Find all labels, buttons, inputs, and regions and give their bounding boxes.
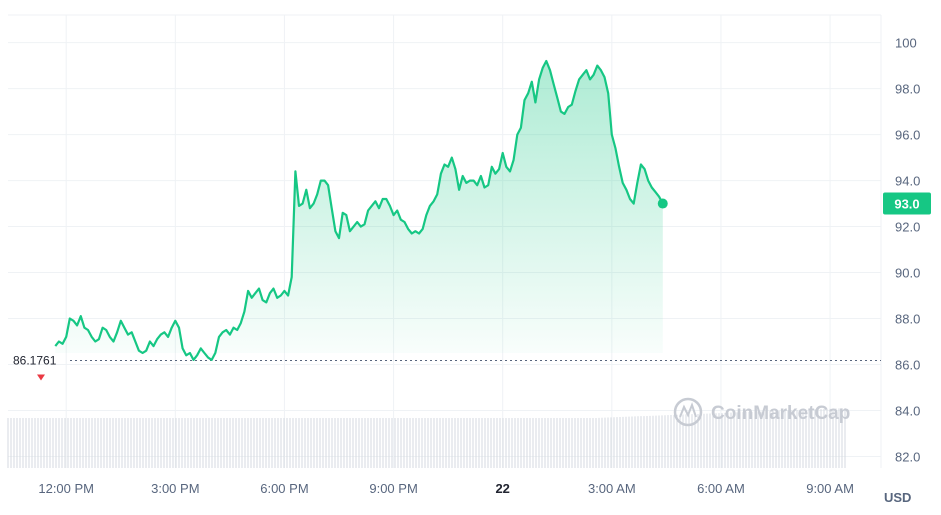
- y-unit-label: USD: [884, 490, 911, 505]
- x-tick-label: 9:00 AM: [806, 481, 854, 496]
- last-price-badge: [883, 192, 931, 215]
- down-arrow-icon: [37, 374, 45, 381]
- x-tick-label: 9:00 PM: [369, 481, 417, 496]
- y-tick-label: 100: [895, 36, 917, 51]
- x-tick-label: 3:00 AM: [588, 481, 636, 496]
- y-tick-label: 84.0: [895, 404, 920, 419]
- y-tick-label: 82.0: [895, 450, 920, 465]
- x-tick-label: 12:00 PM: [38, 481, 94, 496]
- last-price-marker: 93.0: [657, 192, 931, 215]
- x-tick-label: 6:00 AM: [697, 481, 745, 496]
- price-line[interactable]: [54, 59, 664, 361]
- y-tick-label: 96.0: [895, 128, 920, 143]
- y-tick-label: 98.0: [895, 82, 920, 97]
- x-tick-label: 22: [495, 481, 509, 496]
- y-tick-label: 90.0: [895, 266, 920, 281]
- x-tick-label: 6:00 PM: [260, 481, 308, 496]
- last-price-dot: [657, 198, 668, 209]
- y-tick-label: 88.0: [895, 312, 920, 327]
- y-tick-label: 94.0: [895, 174, 920, 189]
- x-tick-label: 3:00 PM: [151, 481, 199, 496]
- y-tick-label: 86.0: [895, 358, 920, 373]
- y-tick-label: 92.0: [895, 220, 920, 235]
- volume-bars: [7, 408, 846, 468]
- y-axis: 100 98.0 96.0 94.0 92.0 90.0 88.0 86.0 84.0 82.0: [895, 36, 920, 465]
- watermark: CoinMarketCap: [673, 397, 850, 427]
- last-price-label: 93.0: [894, 197, 919, 212]
- open-price-marker: 86.1761: [13, 353, 57, 381]
- x-axis: 12:00 PM 3:00 PM 6:00 PM 9:00 PM 22 3:00 AM 6:…: [38, 481, 854, 496]
- watermark-text: CoinMarketCap: [711, 403, 850, 424]
- price-area: [55, 61, 663, 360]
- open-price-label: 86.1761: [13, 353, 57, 367]
